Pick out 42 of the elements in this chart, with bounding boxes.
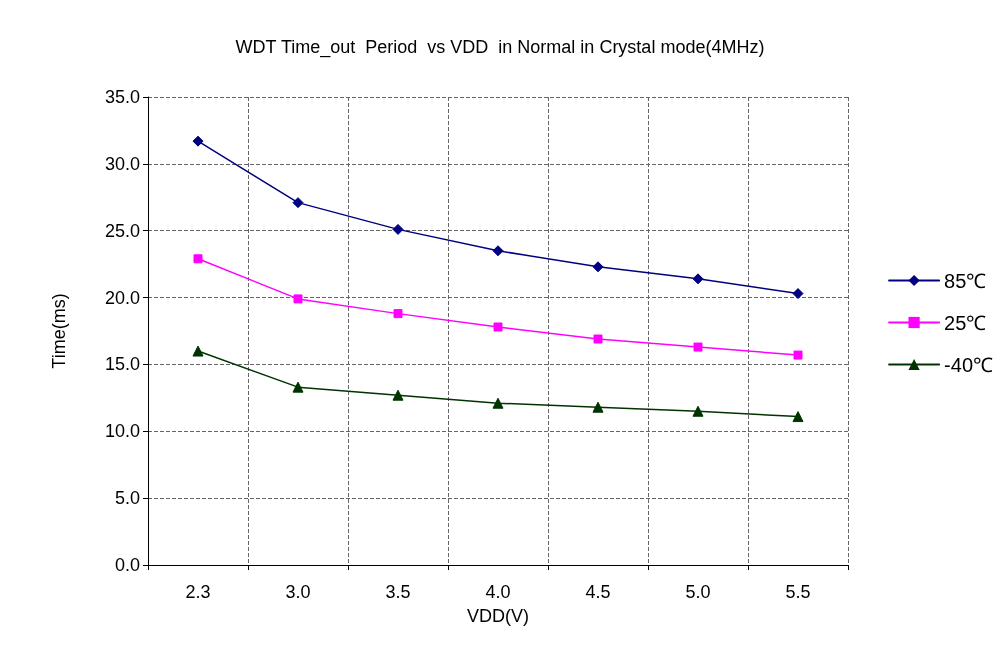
y-tick-label: 5.0: [114, 488, 140, 509]
point: [692, 273, 704, 285]
x-tick-label: 5.0: [685, 582, 711, 602]
x-tick-label: 2.3: [185, 582, 211, 602]
chart-title: WDT Time_out Period vs VDD in Normal in Crystal mode(4MHz): [235, 37, 765, 58]
legend-label: 85℃: [944, 269, 987, 292]
point: [392, 389, 404, 401]
point: [693, 342, 703, 352]
x-tick-label: 3.5: [385, 582, 411, 602]
y-tick-label: 35.0: [104, 87, 140, 107]
y-axis-title: Time(ms): [49, 293, 69, 369]
y-tick-label: 0.0: [114, 555, 140, 575]
point: [292, 197, 304, 209]
y-tick-label: 30.0: [104, 153, 140, 174]
point: [692, 405, 704, 417]
point: [392, 223, 404, 235]
point: [192, 135, 204, 147]
point: [792, 288, 804, 300]
point: [593, 334, 603, 344]
point: [792, 411, 804, 423]
point: [293, 294, 303, 304]
point: [193, 254, 203, 264]
point: [492, 397, 504, 409]
x-tick-label: 4.0: [485, 582, 511, 602]
point: [592, 401, 604, 413]
x-tick-label: 4.5: [585, 582, 611, 602]
y-tick-label: 25.0: [104, 220, 140, 241]
x-axis-title: VDD(V): [467, 606, 529, 626]
point: [592, 261, 604, 273]
point: [493, 322, 503, 332]
point: [192, 345, 204, 357]
legend-label: 25℃: [944, 311, 987, 334]
point: [292, 381, 304, 393]
x-tick-label: 5.5: [785, 582, 811, 602]
point: [492, 245, 504, 257]
point: [393, 309, 403, 319]
y-tick-label: 10.0: [104, 421, 140, 442]
point: [793, 350, 803, 360]
y-tick-label: 15.0: [104, 354, 140, 375]
x-tick-label: 3.0: [285, 582, 311, 602]
legend-label: -40℃: [944, 353, 993, 376]
y-tick-label: 20.0: [104, 287, 140, 308]
